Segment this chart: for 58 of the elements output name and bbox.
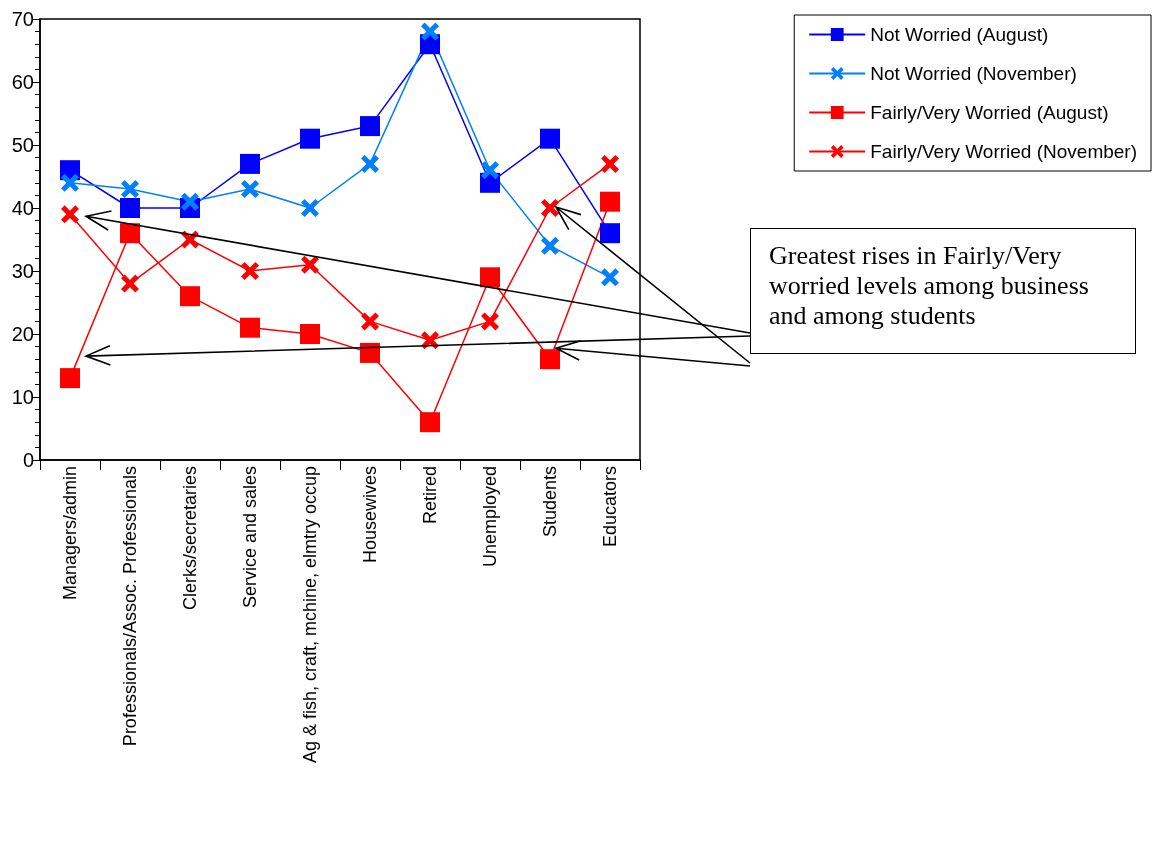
y-tick-label: 50: [11, 134, 34, 156]
point: [600, 191, 620, 212]
x-tick-label: Clerks/secretaries: [180, 466, 200, 611]
x-tick-label: Students: [540, 466, 560, 538]
point: [240, 317, 260, 338]
point: [421, 22, 439, 41]
x-tick-label: Professionals/Assoc. Professionals: [120, 466, 140, 747]
point: [61, 205, 79, 224]
point: [180, 286, 200, 307]
point: [480, 267, 500, 288]
x-tick-label: Service and sales: [240, 466, 260, 609]
text: Greatest rises in Fairly/Very worried levels among business and among students: [750, 228, 1136, 354]
point: [360, 116, 380, 137]
x-tick-label: Educators: [600, 466, 620, 548]
y-tick-label: 20: [11, 323, 34, 345]
legend-label: Fairly/Very Worried (November): [870, 141, 1137, 162]
point: [601, 268, 619, 287]
point: [241, 180, 259, 199]
point: [121, 180, 139, 199]
point: [481, 312, 499, 331]
point: [61, 173, 79, 192]
x-tick-label: Ag & fish, craft, mchine, elmtry occup: [300, 466, 320, 764]
legend-label: Not Worried (August): [870, 24, 1049, 45]
point: [181, 192, 199, 211]
point: [60, 368, 80, 389]
y-tick-label: 30: [11, 260, 34, 282]
point: [301, 199, 319, 217]
point: [301, 255, 319, 274]
legend-label: Fairly/Very Worried (August): [870, 102, 1109, 123]
x-tick-label: Managers/admin: [60, 466, 80, 601]
point: [120, 223, 140, 244]
y-tick-label: 10: [11, 386, 34, 408]
point: [541, 236, 559, 255]
point: [121, 274, 139, 293]
point: [181, 230, 199, 249]
point: [601, 154, 619, 173]
point: [240, 153, 260, 174]
point: [600, 223, 620, 244]
point: [361, 312, 379, 331]
point: [420, 412, 440, 433]
point: [120, 198, 140, 218]
point: [540, 128, 560, 149]
x-tick-label: Unemployed: [480, 466, 500, 568]
y-tick-label: 0: [22, 449, 34, 471]
point: [241, 262, 259, 280]
y-tick-label: 70: [11, 8, 34, 30]
point: [540, 349, 560, 370]
point: [300, 324, 320, 344]
point: [361, 154, 379, 173]
y-tick-label: 40: [11, 197, 34, 219]
legend-label: Not Worried (November): [870, 63, 1077, 84]
x-tick-label: Retired: [420, 466, 440, 525]
y-tick-label: 60: [11, 71, 34, 93]
point: [541, 199, 559, 217]
point: [360, 342, 380, 363]
point: [300, 128, 320, 149]
point: [481, 161, 499, 180]
x-tick-label: Housewives: [360, 466, 380, 564]
